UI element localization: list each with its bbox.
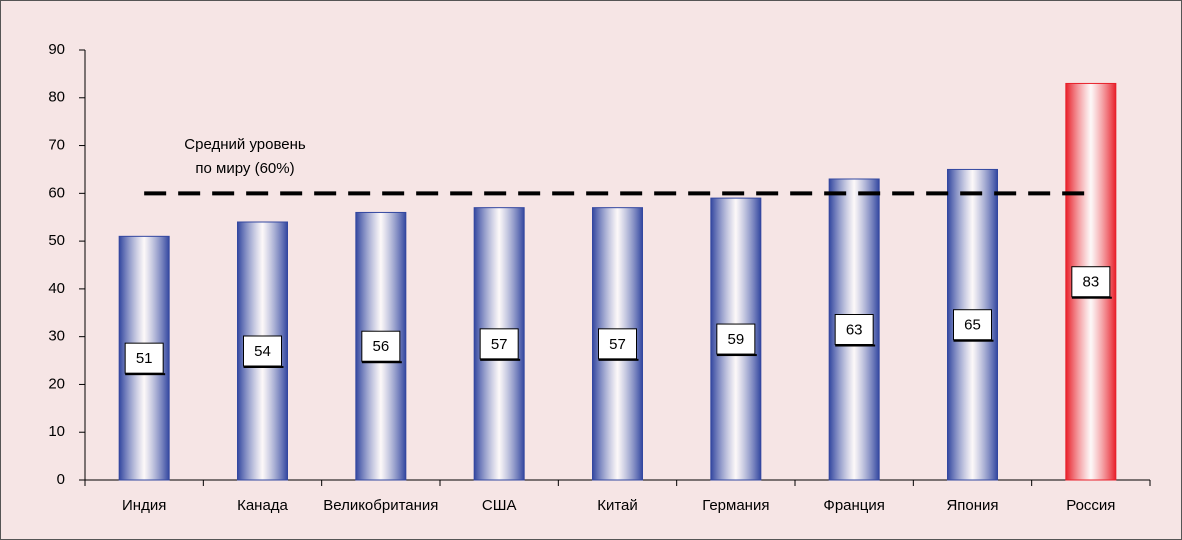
data-label-shadow <box>243 366 284 368</box>
reference-label: по миру (60%) <box>195 160 294 177</box>
y-tick-label: 20 <box>48 375 65 392</box>
data-label: 83 <box>1082 274 1099 291</box>
y-tick-label: 50 <box>48 232 65 249</box>
y-tick-label: 80 <box>48 89 65 106</box>
data-label-shadow <box>716 354 757 357</box>
data-label: 63 <box>846 321 863 338</box>
y-tick-label: 60 <box>48 184 65 201</box>
data-label: 59 <box>727 331 744 348</box>
y-tick-label: 90 <box>48 41 65 58</box>
data-label-shadow <box>361 361 402 364</box>
data-label: 57 <box>491 336 508 353</box>
x-tick-label: Германия <box>702 497 769 514</box>
reference-label: Средний уровень <box>184 136 306 153</box>
x-tick-label: Россия <box>1066 497 1115 514</box>
x-tick-label: США <box>482 497 517 514</box>
data-label: 51 <box>136 350 153 367</box>
y-tick-label: 0 <box>57 471 65 488</box>
data-label-shadow <box>125 373 166 376</box>
x-tick-label: Франция <box>823 497 884 514</box>
data-label-box <box>479 328 519 360</box>
x-tick-label: Индия <box>122 497 166 514</box>
y-tick-label: 70 <box>48 137 65 154</box>
data-label-shadow <box>835 344 876 347</box>
x-tick-label: Канада <box>237 497 288 514</box>
data-label: 65 <box>964 317 981 334</box>
data-label-shadow <box>1071 296 1112 299</box>
y-tick-label: 30 <box>48 328 65 345</box>
y-tick-label: 40 <box>48 280 65 297</box>
data-label-box <box>124 342 164 374</box>
data-label-shadow <box>598 358 639 361</box>
data-label: 54 <box>254 343 271 360</box>
data-label-shadow <box>953 339 994 342</box>
x-tick-label: Япония <box>946 497 998 514</box>
data-label-shadow <box>480 358 521 361</box>
y-tick-label: 10 <box>48 423 65 440</box>
x-tick-label: Великобритания <box>323 497 438 514</box>
data-label: 56 <box>372 338 389 355</box>
data-label-box <box>598 328 637 360</box>
x-tick-label: Китай <box>597 497 638 514</box>
data-label: 57 <box>609 336 626 353</box>
